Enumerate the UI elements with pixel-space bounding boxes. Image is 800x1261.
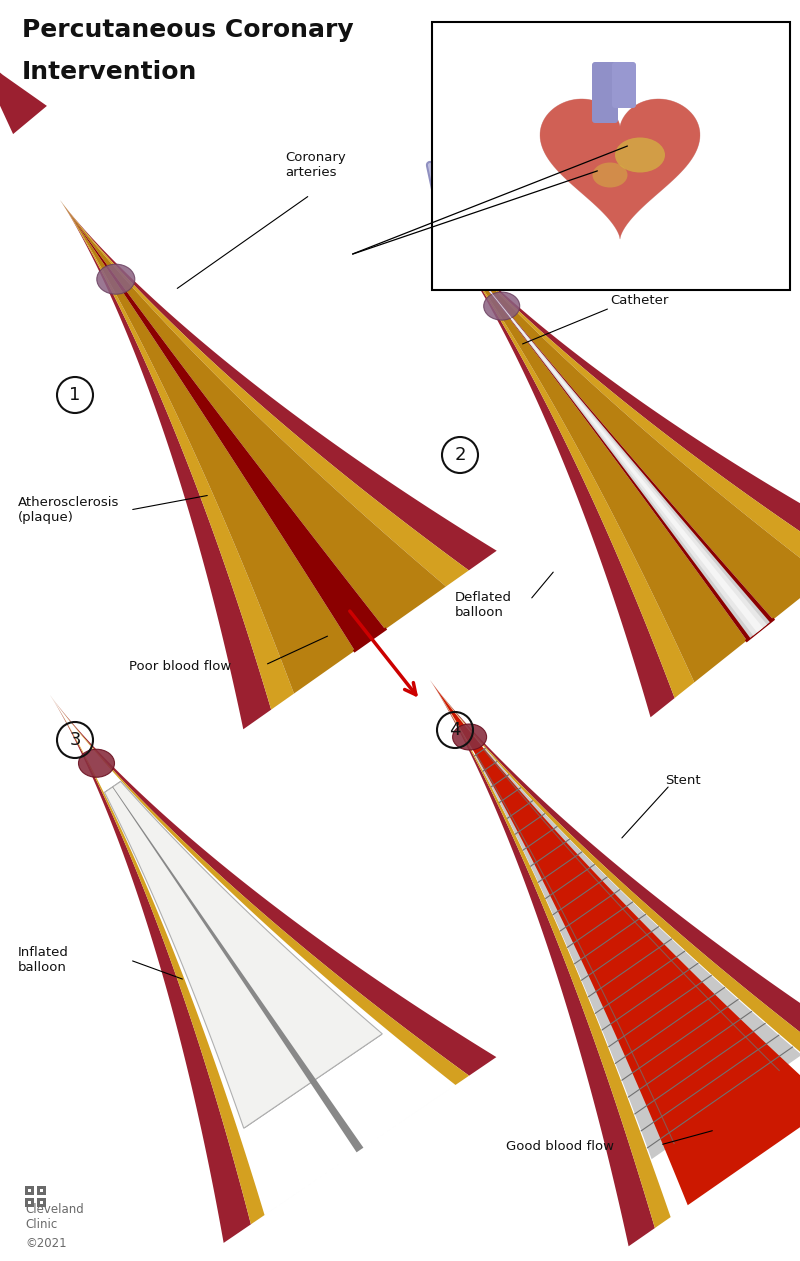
Polygon shape	[243, 551, 497, 729]
Polygon shape	[60, 200, 446, 629]
Text: Percutaneous Coronary: Percutaneous Coronary	[22, 18, 354, 42]
Polygon shape	[445, 235, 694, 699]
Bar	[37, 1198, 46, 1207]
Polygon shape	[655, 1082, 800, 1228]
Bar	[40, 1189, 43, 1192]
Polygon shape	[60, 200, 386, 651]
Polygon shape	[430, 680, 800, 1082]
Polygon shape	[445, 235, 800, 562]
Bar	[432, 21, 790, 290]
Polygon shape	[60, 200, 294, 710]
Text: Good blood flow: Good blood flow	[506, 1140, 614, 1153]
Polygon shape	[60, 200, 469, 586]
Text: Stent: Stent	[665, 773, 701, 787]
Polygon shape	[477, 275, 767, 636]
Text: Intervention: Intervention	[22, 61, 198, 84]
Bar	[40, 1200, 43, 1204]
Polygon shape	[50, 695, 469, 1084]
Polygon shape	[105, 782, 382, 1127]
Polygon shape	[50, 695, 265, 1224]
Polygon shape	[50, 695, 251, 1243]
Text: 3: 3	[70, 731, 81, 749]
Polygon shape	[60, 200, 497, 570]
Polygon shape	[694, 578, 800, 682]
Text: Inflated
balloon: Inflated balloon	[18, 946, 69, 973]
Polygon shape	[650, 542, 800, 718]
Polygon shape	[0, 58, 47, 134]
Polygon shape	[629, 1064, 800, 1246]
Polygon shape	[445, 235, 674, 718]
Bar	[37, 1187, 46, 1195]
Polygon shape	[477, 275, 763, 632]
FancyBboxPatch shape	[592, 62, 618, 124]
Polygon shape	[251, 1076, 469, 1224]
Text: ©2021: ©2021	[25, 1237, 66, 1250]
Text: 4: 4	[450, 721, 461, 739]
Polygon shape	[475, 748, 800, 1159]
Ellipse shape	[97, 265, 134, 294]
Bar	[28, 1200, 31, 1204]
Polygon shape	[105, 782, 382, 1129]
Text: Deflated
balloon: Deflated balloon	[455, 591, 512, 619]
Polygon shape	[60, 200, 354, 694]
Bar	[25, 1187, 34, 1195]
Polygon shape	[430, 680, 655, 1246]
Polygon shape	[271, 570, 469, 710]
Ellipse shape	[484, 293, 520, 320]
Text: Coronary
arteries: Coronary arteries	[285, 151, 346, 179]
Polygon shape	[112, 787, 363, 1153]
Polygon shape	[430, 680, 800, 1093]
FancyBboxPatch shape	[612, 62, 636, 108]
Polygon shape	[445, 235, 800, 578]
Polygon shape	[445, 235, 800, 619]
Polygon shape	[294, 586, 446, 694]
Polygon shape	[540, 98, 700, 240]
Text: Cleveland
Clinic: Cleveland Clinic	[25, 1203, 84, 1231]
Polygon shape	[445, 235, 747, 682]
Polygon shape	[50, 695, 496, 1076]
Ellipse shape	[593, 163, 627, 188]
Ellipse shape	[615, 137, 665, 173]
Polygon shape	[430, 680, 800, 1206]
Text: 2: 2	[454, 446, 466, 464]
Text: Catheter: Catheter	[610, 294, 668, 306]
Ellipse shape	[453, 724, 486, 750]
Ellipse shape	[78, 749, 114, 777]
Text: Poor blood flow: Poor blood flow	[129, 660, 231, 673]
Text: Atherosclerosis
(plaque): Atherosclerosis (plaque)	[18, 496, 119, 525]
Bar	[28, 1189, 31, 1192]
Polygon shape	[477, 275, 770, 638]
Text: 1: 1	[70, 386, 81, 404]
Bar	[25, 1198, 34, 1207]
Polygon shape	[674, 562, 800, 699]
Polygon shape	[540, 98, 700, 240]
Polygon shape	[430, 680, 670, 1228]
Polygon shape	[60, 200, 271, 729]
Polygon shape	[224, 1057, 496, 1243]
Polygon shape	[445, 235, 773, 641]
